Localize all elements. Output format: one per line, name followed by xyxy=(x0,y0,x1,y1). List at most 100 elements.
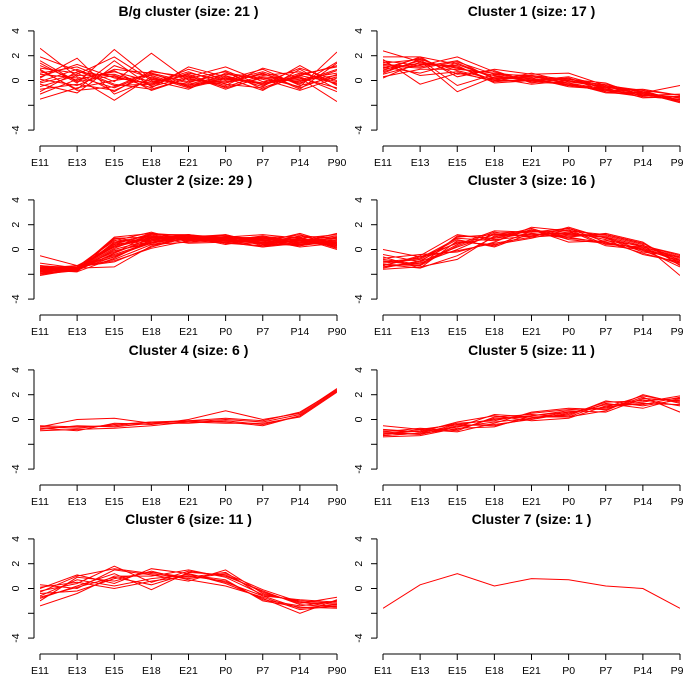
series-line-6 xyxy=(40,570,337,611)
x-tick-label: P0 xyxy=(562,665,575,677)
x-tick-label: P7 xyxy=(599,665,612,677)
chart-panel-1: Cluster 1 (size: 17 ) -4 0 2 4 E11 E13 E15 E18 E2… xyxy=(353,3,683,169)
x-tick-label: P7 xyxy=(256,326,269,338)
series-line-12 xyxy=(383,234,680,267)
x-tick-label: E21 xyxy=(522,665,541,677)
series-line-15 xyxy=(383,58,680,101)
series-line-1 xyxy=(383,397,680,433)
chart-panel-2: Cluster 2 (size: 29 ) -4 0 2 4 E11 E13 E15 E18 E2… xyxy=(10,172,346,338)
x-tick-label: E13 xyxy=(411,665,430,677)
y-tick-label: 4 xyxy=(10,367,22,373)
x-tick-label: P0 xyxy=(219,665,232,677)
series-line-27 xyxy=(40,232,337,272)
x-tick-label: E11 xyxy=(374,157,392,169)
y-tick-label: 0 xyxy=(10,77,22,83)
y-tick-label: 0 xyxy=(10,585,22,591)
x-tick-label: P7 xyxy=(256,665,269,677)
y-tick-label: 0 xyxy=(353,585,365,591)
series-group xyxy=(383,573,680,609)
series-line-15 xyxy=(383,230,680,269)
x-tick-label: E21 xyxy=(179,496,198,508)
x-tick-label: P14 xyxy=(634,326,653,338)
panel-title: B/g cluster (size: 21 ) xyxy=(118,3,258,19)
x-tick-label: P0 xyxy=(562,326,575,338)
x-tick-label: P14 xyxy=(291,665,310,677)
x-tick-label: E13 xyxy=(68,326,87,338)
y-tick-label: -4 xyxy=(353,464,365,473)
x-tick-label: E13 xyxy=(411,157,430,169)
y-tick-label: -4 xyxy=(10,464,22,473)
x-tick-label: P7 xyxy=(256,496,269,508)
x-tick-label: E11 xyxy=(374,326,392,338)
series-line-0 xyxy=(383,573,680,609)
y-tick-label: 2 xyxy=(353,222,365,228)
panel-title: Cluster 3 (size: 16 ) xyxy=(468,172,596,188)
y-tick-label: 4 xyxy=(10,28,22,34)
x-tick-label: E15 xyxy=(105,157,124,169)
panel-title: Cluster 6 (size: 11 ) xyxy=(125,511,252,527)
series-line-15 xyxy=(40,60,337,93)
x-tick-label: P7 xyxy=(599,157,612,169)
x-tick-label: E18 xyxy=(485,665,504,677)
series-group xyxy=(40,47,337,103)
y-tick-label: -4 xyxy=(10,633,22,642)
panel-title: Cluster 7 (size: 1 ) xyxy=(472,511,592,527)
series-group xyxy=(383,394,680,438)
panel-title: Cluster 1 (size: 17 ) xyxy=(468,3,596,19)
series-line-9 xyxy=(383,397,680,435)
x-tick-label: P14 xyxy=(634,665,653,677)
x-tick-label: P14 xyxy=(634,496,653,508)
y-tick-label: 0 xyxy=(10,246,22,252)
y-tick-label: 2 xyxy=(10,561,22,567)
x-tick-label: E15 xyxy=(448,326,467,338)
x-tick-label: E13 xyxy=(68,665,87,677)
series-line-26 xyxy=(40,234,337,272)
y-tick-label: 2 xyxy=(353,561,365,567)
x-tick-label: P0 xyxy=(562,157,575,169)
x-tick-label: E18 xyxy=(142,665,161,677)
x-tick-label: P90 xyxy=(671,326,683,338)
x-tick-label: E18 xyxy=(142,326,161,338)
series-line-11 xyxy=(40,70,337,91)
x-tick-label: E15 xyxy=(448,665,467,677)
x-tick-label: E18 xyxy=(485,496,504,508)
x-tick-label: P90 xyxy=(328,157,347,169)
x-tick-label: P14 xyxy=(291,326,310,338)
series-line-18 xyxy=(40,67,337,93)
x-tick-label: E18 xyxy=(142,157,161,169)
x-tick-label: P0 xyxy=(219,496,232,508)
series-group xyxy=(40,565,337,614)
x-tick-label: P90 xyxy=(328,665,347,677)
x-tick-label: P90 xyxy=(671,496,683,508)
x-tick-label: P90 xyxy=(671,665,683,677)
x-tick-label: P0 xyxy=(219,326,232,338)
x-tick-label: E11 xyxy=(374,665,392,677)
x-tick-label: P0 xyxy=(219,157,232,169)
x-tick-label: E21 xyxy=(179,157,198,169)
series-line-13 xyxy=(383,232,680,267)
y-tick-label: 4 xyxy=(353,367,365,373)
y-tick-label: 4 xyxy=(353,536,365,542)
x-tick-label: E15 xyxy=(105,665,124,677)
x-tick-label: E11 xyxy=(374,496,392,508)
series-line-14 xyxy=(383,60,680,96)
series-group xyxy=(383,226,680,276)
series-group xyxy=(383,50,680,104)
x-tick-label: P7 xyxy=(599,326,612,338)
series-group xyxy=(40,388,337,432)
x-tick-label: E21 xyxy=(179,665,198,677)
chart-panel-7: Cluster 7 (size: 1 ) -4 0 2 4 E11 E13 E15 E18 E21… xyxy=(353,511,683,677)
x-tick-label: E13 xyxy=(68,157,87,169)
series-line-9 xyxy=(40,568,337,608)
chart-panel-5: Cluster 5 (size: 11 ) -4 0 2 4 E11 E13 E15 E18 E2… xyxy=(353,342,683,508)
y-tick-label: 0 xyxy=(10,416,22,422)
y-tick-label: -4 xyxy=(10,294,22,303)
x-tick-label: E15 xyxy=(105,496,124,508)
x-tick-label: P90 xyxy=(328,496,347,508)
x-tick-label: E13 xyxy=(68,496,87,508)
series-line-2 xyxy=(40,388,337,432)
x-tick-label: P14 xyxy=(291,496,310,508)
x-tick-label: E21 xyxy=(179,326,198,338)
y-tick-label: 0 xyxy=(353,77,365,83)
